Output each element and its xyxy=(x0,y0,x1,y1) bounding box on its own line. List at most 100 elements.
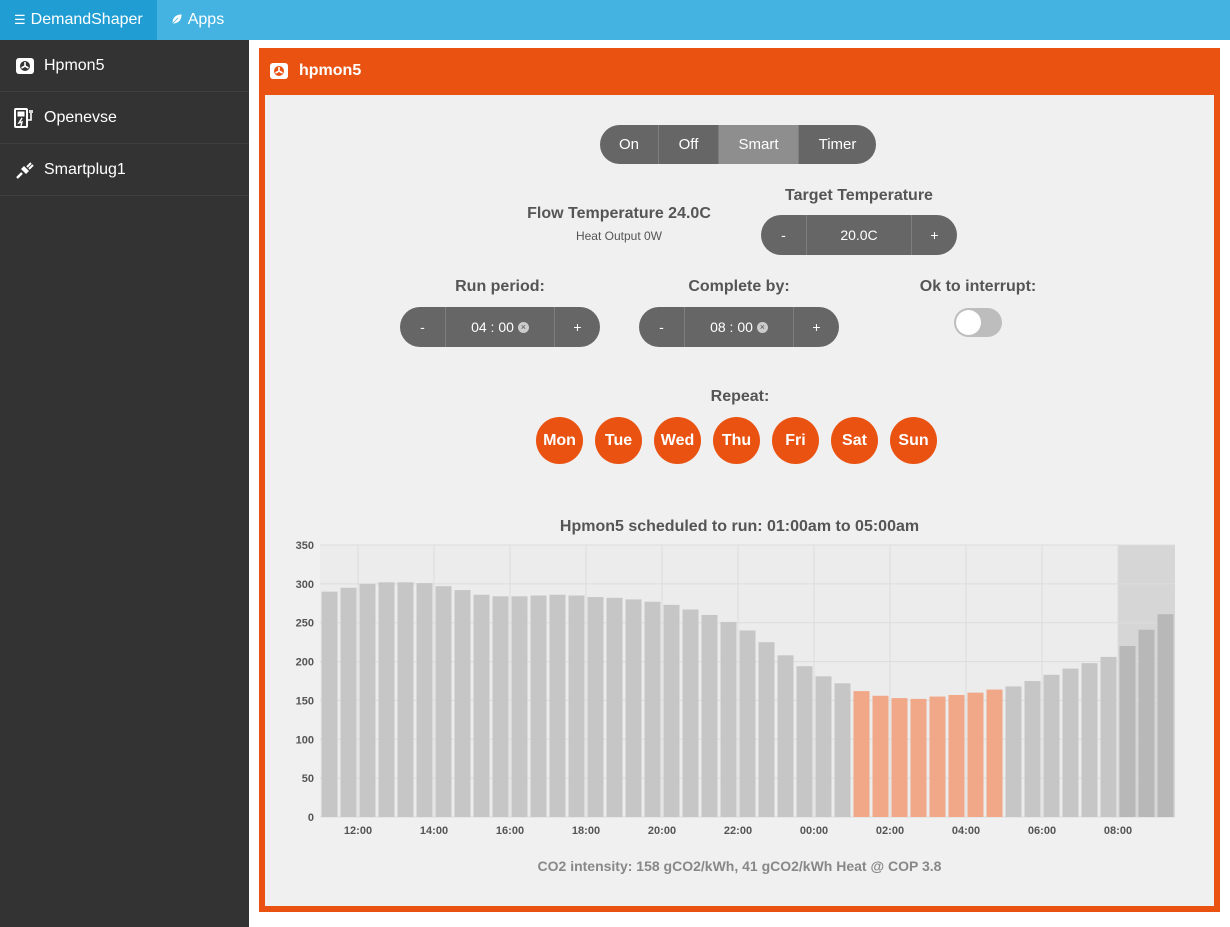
repeat-label: Repeat: xyxy=(710,388,770,405)
day-fri-button[interactable]: Fri xyxy=(772,417,819,464)
chart-bar xyxy=(587,597,604,817)
target-temperature-stepper: - 20.0C + xyxy=(761,215,957,255)
nav-demandshaper[interactable]: ☰ DemandShaper xyxy=(0,0,157,40)
mode-off-button[interactable]: Off xyxy=(659,125,719,164)
chart-bar xyxy=(758,642,775,817)
chart-bar xyxy=(1138,629,1155,817)
flow-temperature: Flow Temperature 24.0C Heat Output 0W xyxy=(505,205,733,243)
x-tick-label: 22:00 xyxy=(724,825,752,837)
chart-bar xyxy=(378,582,395,817)
complete-by-minus-button[interactable]: - xyxy=(659,319,664,335)
interrupt-label: Ok to interrupt: xyxy=(919,278,1037,295)
x-tick-label: 16:00 xyxy=(496,825,524,837)
co2-intensity-text: CO2 intensity: 158 gCO2/kWh, 41 gCO2/kWh… xyxy=(537,858,942,874)
chart-bar xyxy=(397,582,414,817)
chart-bar xyxy=(473,594,490,817)
top-navbar: ☰ DemandShaper Apps xyxy=(0,0,1230,40)
nav-apps-label: Apps xyxy=(187,11,225,28)
mode-timer-button[interactable]: Timer xyxy=(799,125,876,164)
day-sun-button[interactable]: Sun xyxy=(890,417,937,464)
run-period-stepper: - 04 : 00 × + xyxy=(400,307,600,347)
x-tick-label: 02:00 xyxy=(876,825,904,837)
sidebar: Hpmon5 Openevse Smartplug1 xyxy=(0,40,249,927)
complete-by-plus-button[interactable]: + xyxy=(812,319,821,335)
day-tue-button[interactable]: Tue xyxy=(595,417,642,464)
y-tick-label: 0 xyxy=(308,812,314,824)
complete-by-label: Complete by: xyxy=(688,278,790,295)
chart-bar xyxy=(834,683,851,817)
target-temp-minus-button[interactable]: - xyxy=(781,227,786,243)
run-period-input[interactable]: 04 : 00 × xyxy=(445,307,555,347)
chart-bar xyxy=(625,599,642,817)
x-tick-label: 04:00 xyxy=(952,825,980,837)
chart-bar xyxy=(948,694,965,817)
sidebar-item-openevse[interactable]: Openevse xyxy=(0,92,249,144)
leaf-icon xyxy=(171,13,183,28)
nav-apps[interactable]: Apps xyxy=(157,0,238,40)
chart-bar xyxy=(891,698,908,817)
y-tick-label: 100 xyxy=(296,734,314,746)
chart-bar xyxy=(682,609,699,817)
run-period-minus-button[interactable]: - xyxy=(420,319,425,335)
chart-bar xyxy=(568,595,585,817)
mode-on-button[interactable]: On xyxy=(600,125,659,164)
sidebar-item-smartplug1[interactable]: Smartplug1 xyxy=(0,144,249,196)
complete-by-value: 08 : 00 xyxy=(710,319,753,335)
complete-by-clear-icon[interactable]: × xyxy=(756,321,768,333)
toggle-knob xyxy=(956,310,981,335)
x-tick-label: 20:00 xyxy=(648,825,676,837)
interrupt-toggle[interactable] xyxy=(954,308,1002,337)
repeat-days: Mon Tue Wed Thu Fri Sat Sun xyxy=(536,417,949,464)
day-sat-button[interactable]: Sat xyxy=(831,417,878,464)
run-period-plus-button[interactable]: + xyxy=(573,319,582,335)
sidebar-item-label: Smartplug1 xyxy=(44,160,126,178)
chart-bar xyxy=(1062,668,1079,817)
flow-temperature-value: Flow Temperature 24.0C xyxy=(527,205,711,222)
chart-bar xyxy=(986,689,1003,817)
chart-bar xyxy=(416,583,433,817)
chart-bar xyxy=(777,655,794,817)
heatpump-icon xyxy=(14,55,36,77)
run-period-clear-icon[interactable]: × xyxy=(517,321,529,333)
chart-bar xyxy=(359,583,376,817)
chart-bar xyxy=(1100,656,1117,817)
complete-by-input[interactable]: 08 : 00 × xyxy=(684,307,794,347)
day-wed-button[interactable]: Wed xyxy=(654,417,701,464)
chart-bar xyxy=(454,590,471,817)
chart-bar xyxy=(321,591,338,817)
run-period-label: Run period: xyxy=(455,278,545,295)
chart-title: Hpmon5 scheduled to run: 01:00am to 05:0… xyxy=(559,518,920,535)
chart-bar xyxy=(492,596,509,817)
chart-bar xyxy=(967,692,984,817)
x-tick-label: 08:00 xyxy=(1104,825,1132,837)
chart-bar xyxy=(1024,681,1041,817)
heat-output: Heat Output 0W xyxy=(575,229,663,243)
x-tick-label: 00:00 xyxy=(800,825,828,837)
chart-bar xyxy=(435,586,452,817)
x-tick-label: 14:00 xyxy=(420,825,448,837)
x-tick-label: 06:00 xyxy=(1028,825,1056,837)
day-thu-button[interactable]: Thu xyxy=(713,417,760,464)
chart-bar xyxy=(511,596,528,817)
list-icon: ☰ xyxy=(14,12,26,27)
panel-title: hpmon5 xyxy=(299,62,362,79)
chart-bar xyxy=(929,696,946,817)
panel-header: hpmon5 xyxy=(259,48,1220,94)
complete-by-stepper: - 08 : 00 × + xyxy=(639,307,839,347)
chart-bar xyxy=(1081,663,1098,817)
y-tick-label: 150 xyxy=(296,695,314,707)
plug-icon xyxy=(14,159,36,181)
day-mon-button[interactable]: Mon xyxy=(536,417,583,464)
sidebar-item-hpmon5[interactable]: Hpmon5 xyxy=(0,40,249,92)
chart-bar xyxy=(1043,674,1060,817)
target-temp-plus-button[interactable]: + xyxy=(930,227,939,243)
chart-bar xyxy=(1119,646,1136,817)
panel-body: On Off Smart Timer Flow Temperature 24.0… xyxy=(265,95,1214,906)
chart-bar xyxy=(739,630,756,817)
heatpump-icon xyxy=(269,62,289,80)
chart-bar xyxy=(853,691,870,817)
mode-smart-button[interactable]: Smart xyxy=(719,125,799,164)
y-tick-label: 300 xyxy=(296,579,314,591)
chart-bar xyxy=(815,676,832,817)
device-panel: hpmon5 On Off Smart Timer Flow Temperatu… xyxy=(259,48,1220,912)
